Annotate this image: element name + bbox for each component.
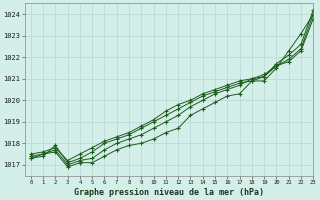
X-axis label: Graphe pression niveau de la mer (hPa): Graphe pression niveau de la mer (hPa) (74, 188, 264, 197)
